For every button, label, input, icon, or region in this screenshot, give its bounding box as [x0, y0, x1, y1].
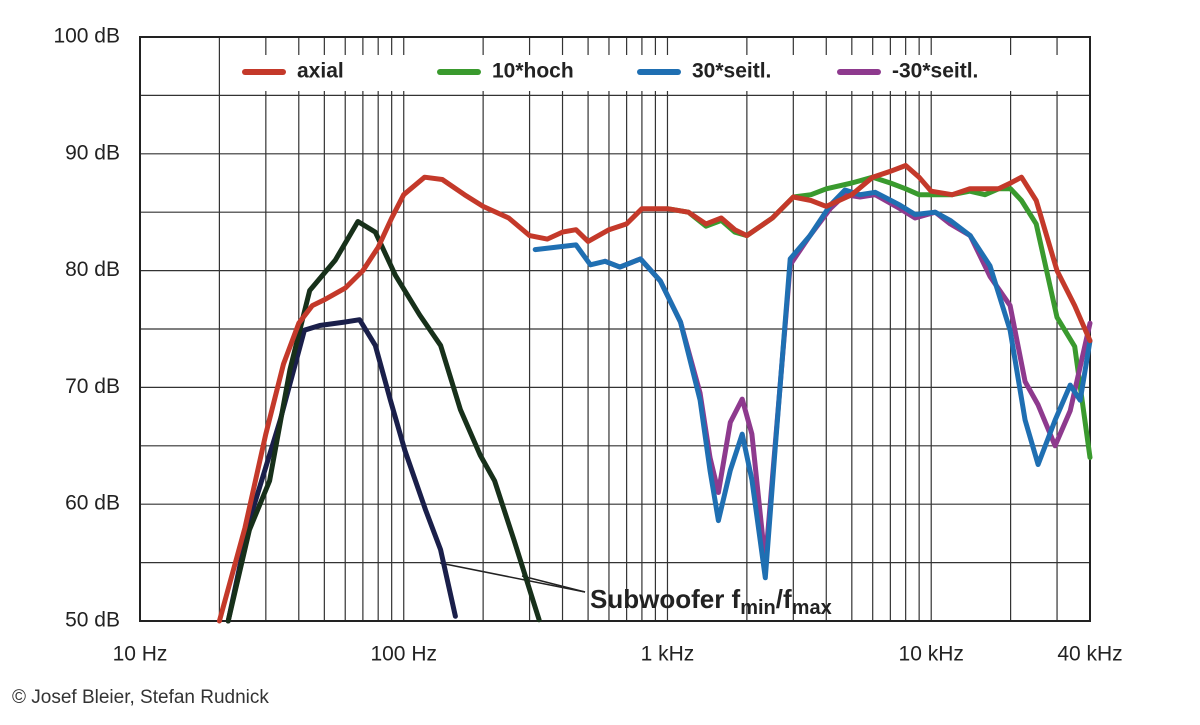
- x-tick-label: 10 kHz: [899, 643, 964, 666]
- y-tick-label: 80 dB: [65, 258, 120, 281]
- annotation-part: max: [792, 597, 832, 619]
- legend-label: 10*hoch: [492, 60, 574, 83]
- legend-label: 30*seitl.: [692, 60, 771, 83]
- x-tick-label: 100 Hz: [370, 643, 437, 666]
- credit: © Josef Bleier, Stefan Rudnick: [12, 687, 269, 708]
- y-tick-label: 60 dB: [65, 492, 120, 515]
- series-line: [225, 317, 458, 624]
- annotation-part: Subwoofer f: [590, 584, 741, 614]
- legend-label: axial: [297, 60, 344, 83]
- x-tick-label: 1 kHz: [641, 643, 695, 666]
- annotation-part: min: [740, 597, 776, 619]
- legend-label: -30*seitl.: [892, 60, 978, 83]
- y-tick-label: 70 dB: [65, 375, 120, 398]
- y-tick-label: 100 dB: [53, 25, 120, 48]
- series-line: [225, 219, 542, 624]
- y-tick-label: 90 dB: [65, 141, 120, 164]
- series-line: [532, 187, 1093, 581]
- x-tick-label: 40 kHz: [1057, 643, 1122, 666]
- x-tick-label: 10 Hz: [113, 643, 168, 666]
- series-line: [216, 163, 1093, 624]
- annotation-pointer: [521, 575, 586, 593]
- annotation-part: /f: [776, 584, 792, 614]
- annotation: Subwoofer fmin/fmax: [590, 584, 832, 619]
- annotation-pointer: [439, 562, 586, 593]
- y-tick-label: 50 dB: [65, 609, 120, 632]
